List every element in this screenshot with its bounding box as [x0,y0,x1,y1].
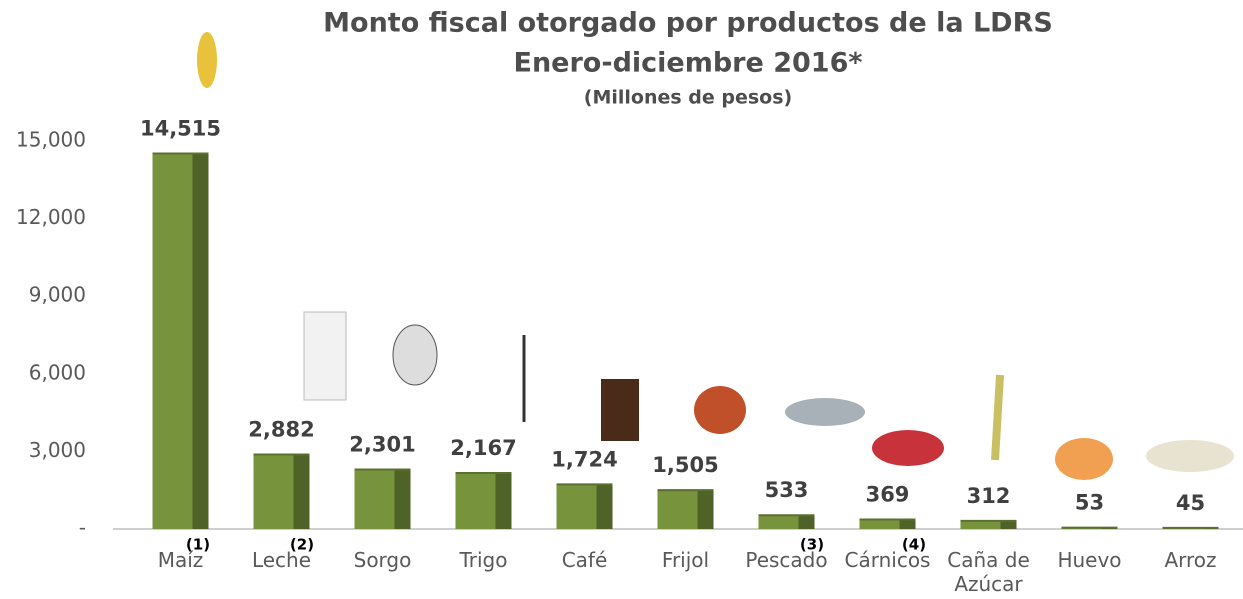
bar [455,472,496,529]
bar-side [1000,520,1017,529]
value-label: 14,515 [140,117,221,141]
value-label: 1,724 [551,447,617,471]
bar [253,454,294,529]
value-label: 2,167 [450,436,516,460]
bar [960,520,1001,529]
annotation: (3) [800,536,824,554]
y-tick-label: - [79,516,86,540]
bar [758,515,799,529]
bar [354,469,395,529]
y-tick-label: 12,000 [16,205,86,229]
bar-side [293,454,310,529]
fish-icon [785,398,865,426]
bar [657,490,698,529]
x-tick-label: Pescado [745,548,828,572]
bean-icon [694,386,746,434]
cane-icon [991,374,1004,461]
chart-title: Monto fiscal otorgado por productos de l… [323,8,1053,39]
bar-side [899,519,916,529]
x-tick-label: Café [561,548,608,572]
x-tick-label: Sorgo [353,548,412,572]
bar-side [596,484,613,529]
x-tick-label: Maíz [157,548,204,572]
unit-label: (Millones de pesos) [584,87,792,109]
x-tick-label: Frijol [661,548,710,572]
y-tick-label: 15,000 [16,128,86,152]
bar [859,519,900,529]
bar-side [394,469,411,529]
value-label: 2,882 [248,417,314,441]
x-tick-label: Leche [251,548,312,572]
rice-icon [1146,440,1234,472]
value-label: 533 [765,478,809,502]
x-tick-label: Trigo [459,548,508,572]
bar-side [192,153,209,529]
value-label: 312 [967,484,1011,508]
milk-icon [303,311,347,401]
value-label: 53 [1075,491,1104,515]
sorghum-icon [392,324,438,386]
bar-side [697,490,714,529]
value-label: 369 [866,482,910,506]
x-tick-label: Huevo [1057,548,1122,572]
annotation: (2) [290,536,314,554]
x-tick-label: Caña de Azúcar [947,548,1030,596]
coffee-icon [601,379,639,441]
bar-side [495,472,512,529]
y-tick-label: 3,000 [29,438,86,462]
y-tick-label: 9,000 [29,283,86,307]
chart-subtitle: Enero-diciembre 2016* [514,48,863,79]
value-label: 45 [1176,491,1205,515]
bar [152,153,193,529]
x-tick-label: Cárnicos [844,548,931,572]
icons [197,32,1234,480]
corn-icon [197,32,217,88]
annotation: (4) [902,536,926,554]
y-tick-label: 6,000 [29,360,86,384]
value-label: 1,505 [652,453,718,477]
annotation: (1) [186,536,210,554]
meat-icon [872,430,944,466]
value-label: 2,301 [349,432,415,456]
bar [556,484,597,529]
egg-icon [1055,438,1113,480]
bar-side [798,515,815,529]
x-tick-label: Arroz [1164,548,1217,572]
